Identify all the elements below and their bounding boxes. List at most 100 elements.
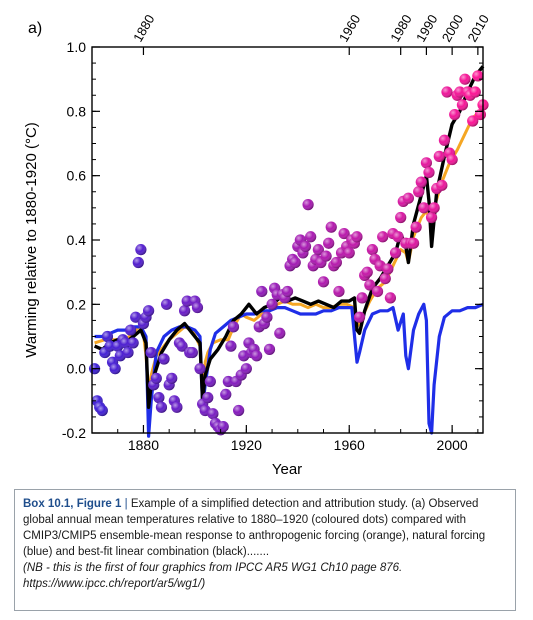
caption-separator: |: [124, 498, 128, 510]
observed-point: [366, 244, 378, 256]
observed-point-shade: [392, 231, 404, 243]
observed-point: [101, 330, 114, 343]
observed-point-shade: [217, 420, 229, 433]
observed-point: [261, 311, 273, 323]
observed-point-shade: [317, 276, 330, 288]
observed-point-shade: [366, 244, 378, 256]
observed-point-shade: [202, 392, 214, 404]
observed-point-shade: [415, 176, 427, 188]
observed-point: [302, 199, 314, 211]
observed-point: [325, 221, 337, 233]
observed-point-shade: [361, 266, 373, 278]
observed-point: [330, 256, 342, 269]
observed-point: [233, 404, 245, 417]
observed-point: [217, 420, 229, 433]
observed-point: [181, 295, 193, 307]
observed-point-shade: [299, 240, 312, 253]
observed-point-shade: [456, 99, 469, 111]
observed-point: [251, 350, 263, 362]
observed-point: [274, 327, 286, 339]
observed-point: [395, 211, 407, 224]
observed-point: [186, 346, 198, 359]
observed-point: [266, 298, 278, 310]
observed-point-shade: [158, 353, 170, 365]
observed-point: [305, 231, 317, 243]
observed-point-shade: [377, 231, 389, 243]
observed-point: [407, 237, 420, 249]
observed-point: [377, 231, 389, 243]
observed-point-shade: [436, 179, 448, 191]
observed-point-shade: [227, 321, 240, 333]
observed-point-shade: [166, 372, 178, 384]
observed-point: [204, 375, 216, 388]
observed-point: [389, 247, 402, 259]
figure-caption: Box 10.1, Figure 1 | Example of a simpli…: [14, 489, 516, 611]
observed-point: [333, 285, 345, 298]
natural-curve: [94, 302, 484, 438]
observed-point-shade: [186, 346, 198, 359]
observed-point: [312, 244, 324, 256]
observed-point-shade: [171, 401, 183, 413]
observed-point-shade: [395, 211, 407, 224]
observed-point: [392, 231, 404, 243]
observed-point-shade: [263, 343, 276, 355]
observed-point: [436, 179, 448, 191]
observed-point: [240, 363, 252, 375]
x-axis-label: Year: [272, 461, 302, 478]
observed-point: [384, 292, 396, 304]
observed-point: [194, 363, 206, 375]
observed-point-shade: [155, 401, 168, 413]
observed-point-shade: [343, 247, 355, 259]
observed-point: [122, 346, 134, 359]
observed-point: [425, 211, 438, 224]
observed-point: [467, 115, 479, 127]
top-tick-label: 1980: [387, 12, 414, 45]
y-tick-label: 0.2: [67, 296, 87, 312]
observed-point: [472, 70, 484, 82]
observed-point-shade: [472, 70, 484, 82]
observed-point-shade: [119, 337, 132, 349]
observed-point: [130, 311, 142, 323]
observed-point: [317, 276, 330, 288]
observed-point: [356, 292, 368, 304]
observed-point: [415, 176, 427, 188]
observed-point-shade: [179, 305, 191, 317]
observed-point: [449, 108, 461, 121]
observed-point-shade: [413, 186, 425, 198]
observed-point: [289, 256, 301, 269]
y-tick-label: 0.6: [67, 168, 87, 184]
observed-point-shade: [302, 199, 314, 211]
observed-point: [361, 266, 373, 278]
observed-point: [402, 192, 415, 204]
observed-point: [343, 247, 355, 259]
observed-point: [433, 150, 445, 162]
panel-label: a): [28, 20, 42, 37]
observed-point-shade: [402, 192, 415, 204]
observed-point: [96, 404, 108, 417]
observed-point: [459, 73, 471, 85]
observed-point: [171, 401, 183, 413]
observed-point: [225, 340, 237, 352]
observed-point-shade: [364, 279, 376, 291]
observed-point: [142, 305, 155, 317]
observed-point: [150, 372, 162, 384]
observed-point-shade: [384, 292, 396, 304]
observed-point-shade: [225, 340, 237, 352]
top-tick-label: 2000: [439, 12, 466, 45]
observed-point-shade: [122, 346, 134, 359]
top-tick-label: 1960: [336, 12, 363, 45]
observed-point-shade: [474, 108, 487, 121]
observed-point: [320, 250, 332, 262]
observed-point: [158, 353, 170, 365]
observed-point: [446, 153, 458, 166]
y-tick-label: 0.4: [67, 232, 87, 248]
observed-point: [420, 157, 433, 169]
observed-point-shade: [449, 108, 461, 121]
observed-point-shade: [274, 327, 286, 339]
observed-point-shade: [153, 392, 165, 404]
observed-point: [379, 273, 391, 285]
caption-text: Example of a simplified detection and at…: [23, 498, 486, 558]
observed-point: [438, 134, 451, 146]
observed-point-shade: [433, 150, 445, 162]
